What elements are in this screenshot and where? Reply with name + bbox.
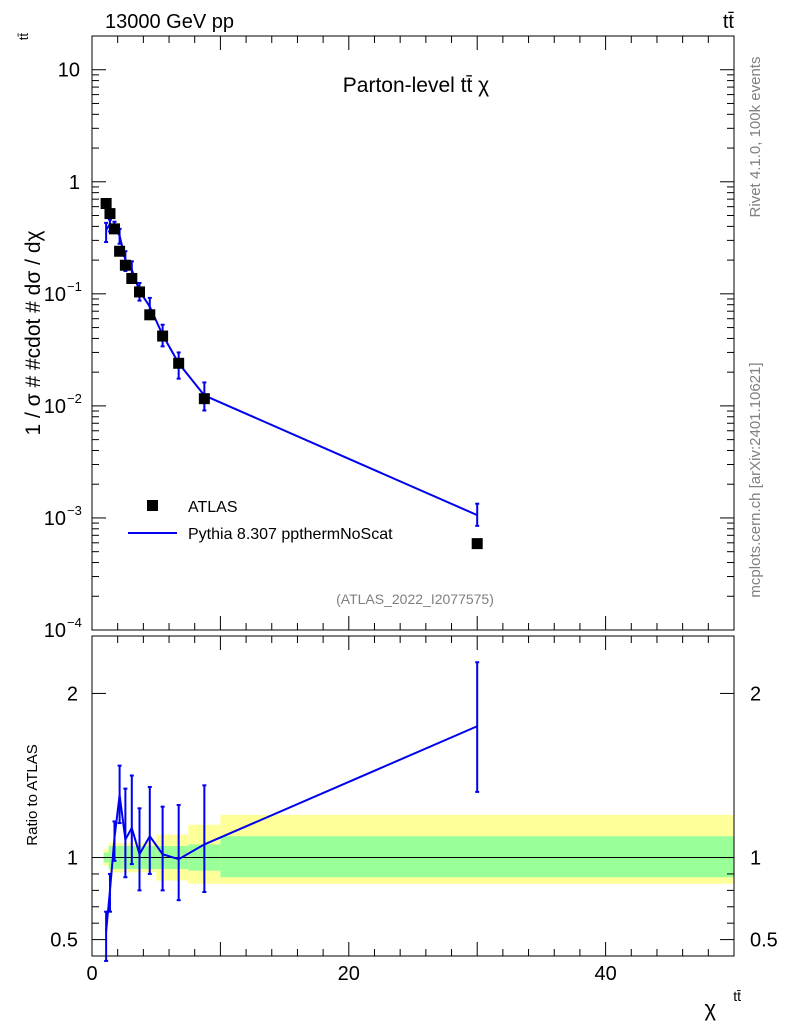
data-point: [173, 357, 185, 369]
data-point: [104, 208, 116, 220]
x-axis-label: χ tt̄: [704, 988, 741, 1021]
legend: ATLAS Pythia 8.307 ppthermNoScat: [128, 499, 393, 543]
header-energy-label: 13000 GeV pp: [105, 11, 234, 33]
main-y-tick-label-exponent: −1: [67, 279, 82, 294]
header-process-label: tt̄: [723, 11, 735, 33]
main-y-tick-label-exponent: −2: [67, 391, 82, 406]
ratio-plot-frame: [91, 635, 735, 957]
data-point: [471, 538, 483, 550]
main-y-tick-label: 10: [44, 284, 66, 306]
ratio-y-tick-label: 0.5: [50, 930, 78, 952]
main-y-ticks: [92, 35, 734, 631]
main-y-tick-label: 10: [44, 396, 66, 418]
data-point: [134, 286, 146, 298]
data-point: [114, 245, 126, 257]
main-y-tick-label-exponent: −4: [67, 615, 82, 630]
ratio-x-tick-label: 0: [86, 963, 97, 985]
mc-curve: [105, 222, 478, 517]
legend-atlas-label: ATLAS: [188, 499, 238, 516]
x-axis-label-text: χ: [704, 996, 716, 1021]
data-series: [100, 198, 483, 550]
data-point: [126, 273, 138, 285]
ratio-y-ticks: 0.5 0.5 1 1 2 2: [50, 683, 778, 951]
main-y-tick-label: 10: [44, 508, 66, 530]
ratio-x-tick-label: 40: [594, 963, 616, 985]
data-point: [108, 223, 120, 235]
ratio-y-tick-label-right: 0.5: [750, 930, 778, 952]
main-y-axis-label-sup: tt̄: [16, 33, 31, 41]
ratio-uncertainty-bands: [103, 814, 734, 884]
ratio-band-inner: [220, 836, 734, 878]
ratio-x-ticks: 0 20 40: [86, 636, 735, 985]
ratio-y-tick-label-right: 2: [750, 683, 761, 705]
data-point: [157, 330, 169, 342]
ratio-mc-series: [104, 661, 480, 962]
mcplots-reference-label: mcplots.cern.ch [arXiv:2401.10621]: [747, 362, 764, 597]
main-plot-frame: [91, 35, 735, 631]
main-y-tick-label-exponent: −3: [67, 503, 82, 518]
x-axis-label-sup: tt̄: [733, 988, 741, 1004]
ratio-y-tick-label: 2: [67, 683, 78, 705]
main-y-axis-label: 1 / σ # #cdot # dσ / dχ tt̄: [16, 33, 45, 436]
main-x-ticks: [91, 36, 735, 630]
data-point: [198, 393, 210, 405]
plot-title: Parton-level tt̄ χ: [343, 74, 489, 97]
analysis-watermark: (ATLAS_2022_I2077575): [336, 591, 494, 607]
main-y-tick-label: 10: [44, 620, 66, 642]
main-y-axis-label-text: 1 / σ # #cdot # dσ / dχ: [22, 230, 45, 435]
legend-pythia-label: Pythia 8.307 ppthermNoScat: [188, 526, 393, 543]
ratio-y-tick-label-right: 1: [750, 848, 761, 870]
data-point: [119, 259, 131, 271]
legend-atlas-marker: [147, 500, 158, 511]
data-point: [144, 309, 156, 321]
rivet-version-label: Rivet 4.1.0, 100k events: [747, 57, 764, 218]
data-point: [100, 198, 112, 210]
ratio-y-axis-label: Ratio to ATLAS: [24, 744, 41, 845]
ratio-y-tick-label: 1: [67, 848, 78, 870]
ratio-plot-panel: 0.5 0.5 1 1 2 2 0 20 40 Ratio to ATLAS χ tt̄: [24, 635, 778, 1021]
main-y-tick-label: 1: [69, 172, 80, 194]
ratio-x-tick-label: 20: [338, 963, 360, 985]
main-y-tick-label: 10: [58, 60, 80, 82]
mc-series: [104, 218, 480, 527]
